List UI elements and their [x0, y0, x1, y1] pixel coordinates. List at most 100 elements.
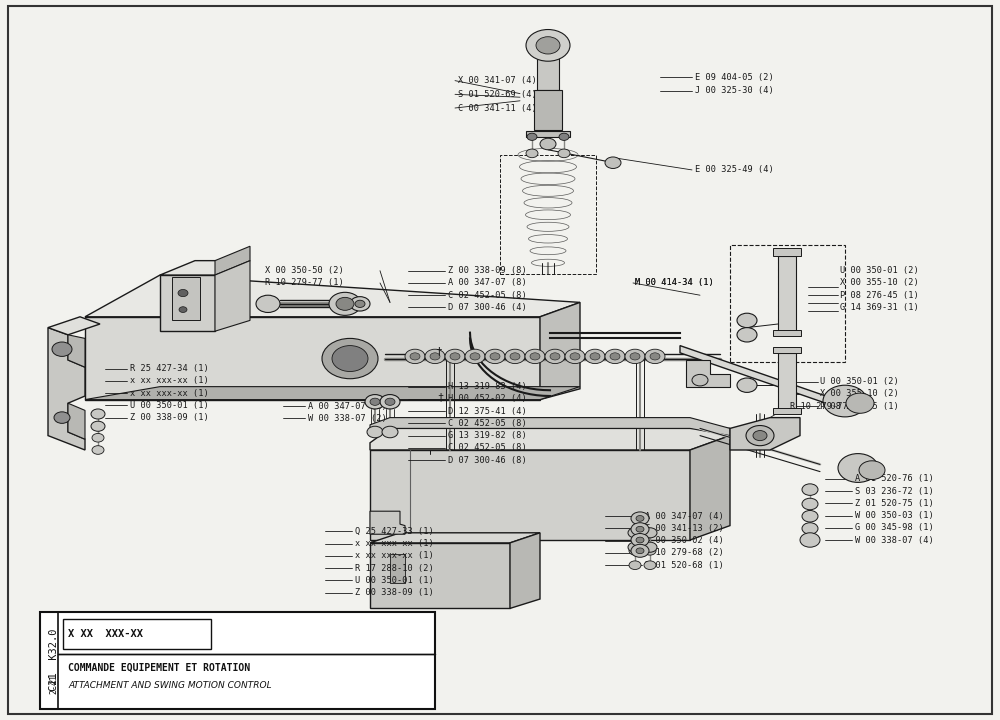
- Text: S 03 236-72 (1): S 03 236-72 (1): [855, 487, 934, 495]
- Text: Z 00 338-09 (1): Z 00 338-09 (1): [355, 588, 434, 597]
- Circle shape: [510, 353, 520, 360]
- Circle shape: [425, 349, 445, 364]
- Circle shape: [430, 353, 440, 360]
- Circle shape: [179, 307, 187, 312]
- Circle shape: [505, 349, 525, 364]
- Circle shape: [530, 353, 540, 360]
- Text: W 00 338-07 (2): W 00 338-07 (2): [308, 414, 387, 423]
- Circle shape: [628, 542, 642, 552]
- Text: x xx xxx-xx (1): x xx xxx-xx (1): [355, 552, 434, 560]
- Circle shape: [645, 349, 665, 364]
- Circle shape: [823, 385, 867, 417]
- Circle shape: [382, 426, 398, 438]
- Text: R 17 288-10 (2): R 17 288-10 (2): [355, 564, 434, 572]
- Circle shape: [178, 289, 188, 297]
- Bar: [778, 256, 796, 331]
- Polygon shape: [370, 511, 405, 534]
- Circle shape: [525, 349, 545, 364]
- Text: G 14 369-31 (1): G 14 369-31 (1): [840, 303, 919, 312]
- Circle shape: [490, 353, 500, 360]
- Text: E 00 325-49 (4): E 00 325-49 (4): [695, 166, 774, 174]
- Circle shape: [329, 292, 361, 315]
- Circle shape: [332, 346, 368, 372]
- Text: 2-41: 2-41: [49, 674, 58, 694]
- Text: C 02 452-05 (8): C 02 452-05 (8): [448, 291, 527, 300]
- Text: R 25 427-34 (1): R 25 427-34 (1): [130, 364, 209, 373]
- Circle shape: [54, 412, 70, 423]
- Circle shape: [628, 528, 642, 538]
- Polygon shape: [370, 533, 540, 543]
- Bar: [773, 248, 801, 256]
- Polygon shape: [730, 418, 800, 450]
- Text: COMMANDE EQUIPEMENT ET ROTATION: COMMANDE EQUIPEMENT ET ROTATION: [68, 663, 250, 673]
- Text: C21  K32.0: C21 K32.0: [49, 629, 59, 691]
- Circle shape: [643, 542, 657, 552]
- Circle shape: [650, 353, 660, 360]
- Circle shape: [636, 516, 644, 521]
- Bar: [730, 245, 845, 362]
- Polygon shape: [68, 335, 85, 367]
- Circle shape: [558, 149, 570, 158]
- Circle shape: [605, 349, 625, 364]
- Polygon shape: [370, 428, 730, 450]
- Circle shape: [846, 393, 874, 413]
- Text: J 00 325-30 (4): J 00 325-30 (4): [695, 86, 774, 95]
- Circle shape: [536, 37, 560, 54]
- Circle shape: [380, 395, 400, 409]
- Text: U 00 350-01 (1): U 00 350-01 (1): [355, 576, 434, 585]
- Text: D 07 300-46 (8): D 07 300-46 (8): [448, 456, 527, 464]
- Text: R 10 279-77 (1): R 10 279-77 (1): [265, 279, 344, 287]
- Circle shape: [559, 133, 569, 140]
- Text: S 01 520-69 (4): S 01 520-69 (4): [458, 90, 537, 99]
- Circle shape: [526, 149, 538, 158]
- Bar: [500, 155, 596, 274]
- Polygon shape: [510, 533, 540, 608]
- Circle shape: [636, 537, 644, 543]
- Bar: [778, 353, 796, 410]
- Text: X 00 341-07 (4): X 00 341-07 (4): [458, 76, 537, 85]
- Circle shape: [570, 353, 580, 360]
- Circle shape: [526, 30, 570, 61]
- Bar: [537, 50, 559, 90]
- Circle shape: [636, 548, 644, 554]
- Circle shape: [470, 353, 480, 360]
- Text: Z 00 338-09 (1): Z 00 338-09 (1): [130, 413, 209, 422]
- Text: A 00 347-07 (4): A 00 347-07 (4): [645, 512, 724, 521]
- Circle shape: [838, 454, 878, 482]
- Circle shape: [540, 138, 556, 150]
- Circle shape: [625, 349, 645, 364]
- Circle shape: [322, 338, 378, 379]
- Text: A 00 347-07 (8): A 00 347-07 (8): [448, 279, 527, 287]
- Text: A 01 520-76 (1): A 01 520-76 (1): [855, 474, 934, 483]
- Text: x xx xxx-xx (1): x xx xxx-xx (1): [130, 377, 209, 385]
- Circle shape: [545, 349, 565, 364]
- Polygon shape: [370, 450, 690, 540]
- Polygon shape: [215, 246, 250, 275]
- Text: X 00 350-50 (2): X 00 350-50 (2): [265, 266, 344, 275]
- Polygon shape: [160, 275, 215, 331]
- Circle shape: [527, 133, 537, 140]
- Circle shape: [737, 313, 757, 328]
- Bar: [773, 408, 801, 414]
- Polygon shape: [540, 302, 580, 400]
- Polygon shape: [172, 277, 200, 320]
- Circle shape: [92, 433, 104, 442]
- Circle shape: [485, 349, 505, 364]
- Circle shape: [350, 297, 370, 311]
- Text: D 12 375-41 (4): D 12 375-41 (4): [448, 407, 527, 415]
- Text: U 00 350-01 (1): U 00 350-01 (1): [130, 401, 209, 410]
- Text: x xx xxx-xx (1): x xx xxx-xx (1): [130, 389, 209, 397]
- Circle shape: [631, 534, 649, 546]
- Circle shape: [605, 157, 621, 168]
- Circle shape: [802, 484, 818, 495]
- Polygon shape: [85, 275, 580, 317]
- Circle shape: [631, 544, 649, 557]
- Circle shape: [365, 395, 385, 409]
- Text: x xx xxx-xx (1): x xx xxx-xx (1): [355, 539, 434, 548]
- Text: W 00 350-03 (1): W 00 350-03 (1): [855, 511, 934, 520]
- Circle shape: [52, 342, 72, 356]
- Circle shape: [737, 378, 757, 392]
- Polygon shape: [48, 317, 100, 335]
- Circle shape: [753, 431, 767, 441]
- Text: H 00 452-02 (4): H 00 452-02 (4): [448, 395, 527, 403]
